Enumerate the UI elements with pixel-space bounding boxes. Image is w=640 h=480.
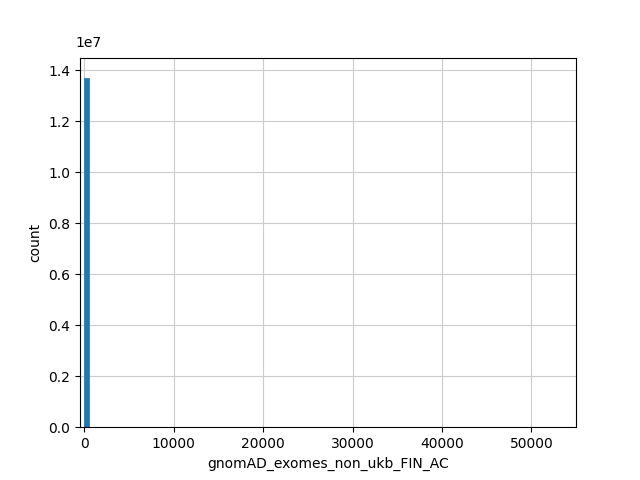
Text: 1e7: 1e7 xyxy=(75,36,101,50)
X-axis label: gnomAD_exomes_non_ukb_FIN_AC: gnomAD_exomes_non_ukb_FIN_AC xyxy=(207,456,449,470)
Bar xyxy=(84,78,89,427)
Y-axis label: count: count xyxy=(29,223,43,262)
